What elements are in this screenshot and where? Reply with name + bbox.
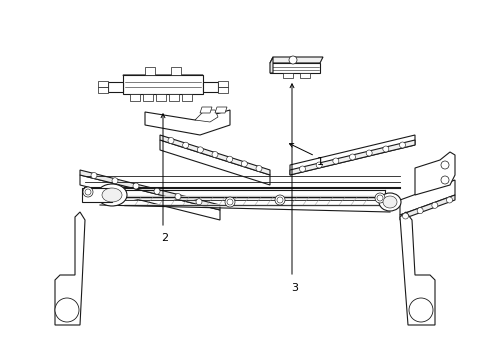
Polygon shape [215,107,226,113]
Circle shape [374,193,384,203]
Circle shape [224,197,235,207]
Circle shape [274,195,285,205]
Circle shape [366,150,371,156]
Polygon shape [169,94,179,101]
Polygon shape [130,94,140,101]
Circle shape [349,154,355,160]
Polygon shape [414,152,454,195]
Polygon shape [399,195,454,220]
Circle shape [85,189,91,195]
Polygon shape [299,73,309,78]
Polygon shape [160,140,269,185]
Polygon shape [142,94,153,101]
Circle shape [175,193,181,199]
Polygon shape [123,75,203,94]
Circle shape [212,152,218,157]
Text: 3: 3 [291,283,298,293]
Circle shape [276,197,283,203]
Polygon shape [55,212,85,325]
Circle shape [241,161,247,167]
Polygon shape [218,87,227,93]
Circle shape [133,183,139,189]
Text: 1: 1 [316,157,323,167]
Circle shape [91,172,97,179]
Circle shape [316,162,322,168]
Polygon shape [145,67,155,75]
Circle shape [402,213,407,219]
Polygon shape [283,73,292,78]
Polygon shape [98,81,108,87]
Circle shape [226,199,232,205]
Polygon shape [399,180,454,215]
Polygon shape [108,82,123,92]
Circle shape [154,188,160,194]
Polygon shape [195,110,218,122]
Circle shape [112,178,118,184]
Circle shape [446,197,451,203]
Polygon shape [182,94,192,101]
Polygon shape [289,140,414,175]
Circle shape [183,142,188,148]
Polygon shape [218,81,227,87]
Polygon shape [80,175,220,220]
Polygon shape [203,82,218,92]
Ellipse shape [382,196,396,208]
Circle shape [376,195,382,201]
Circle shape [399,142,405,148]
Ellipse shape [102,188,122,202]
Circle shape [299,166,305,172]
Circle shape [408,298,432,322]
Polygon shape [289,135,414,175]
Polygon shape [200,107,212,113]
Text: 2: 2 [161,233,168,243]
Circle shape [55,298,79,322]
Polygon shape [82,188,112,202]
Polygon shape [156,94,165,101]
Polygon shape [171,67,181,75]
Circle shape [168,138,174,144]
Ellipse shape [97,184,127,206]
Circle shape [416,208,422,214]
Polygon shape [269,57,272,73]
Circle shape [288,56,296,64]
Circle shape [196,199,202,205]
Polygon shape [160,135,269,175]
Polygon shape [399,212,434,325]
Circle shape [440,161,448,169]
Polygon shape [123,75,203,84]
Polygon shape [80,170,220,210]
Circle shape [256,166,262,171]
Circle shape [431,202,437,208]
Circle shape [83,187,93,197]
Circle shape [197,147,203,153]
Polygon shape [269,57,323,63]
Polygon shape [98,87,108,93]
Polygon shape [269,63,319,73]
Circle shape [382,146,388,152]
Ellipse shape [378,193,400,211]
Circle shape [332,158,338,164]
Polygon shape [145,110,229,135]
Circle shape [440,176,448,184]
Circle shape [226,156,232,162]
